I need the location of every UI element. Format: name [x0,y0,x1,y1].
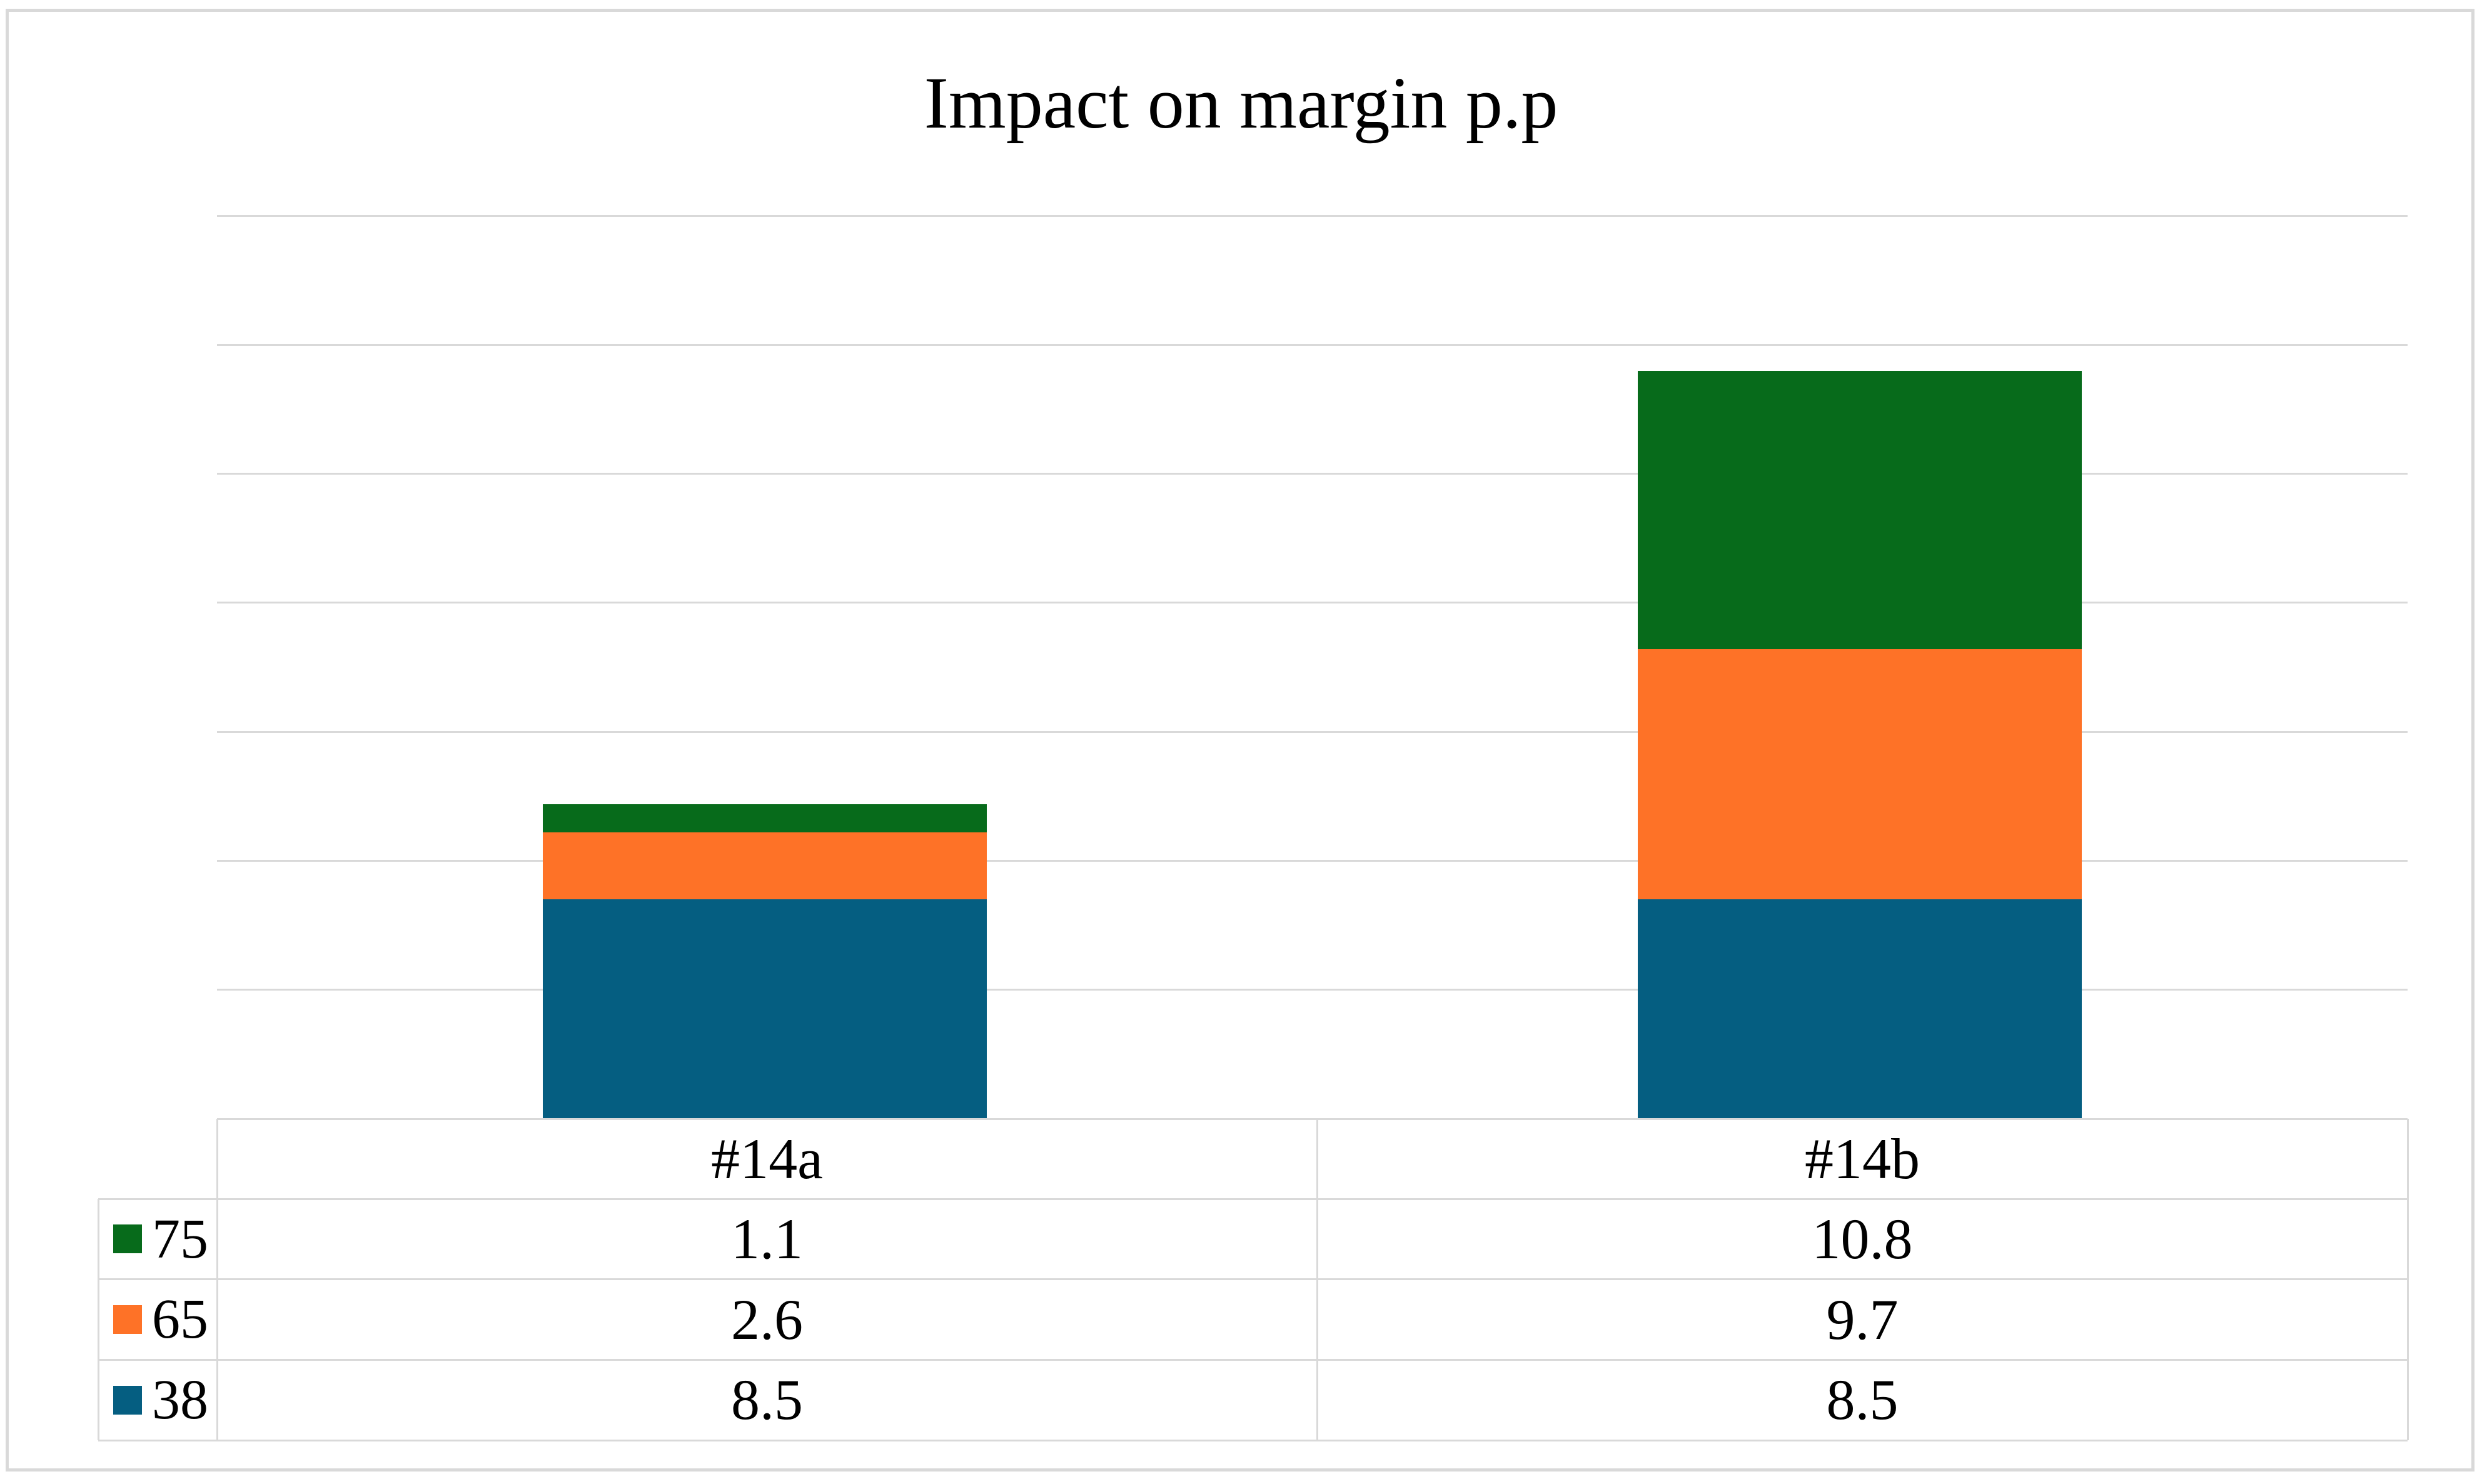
bar-segment-14a-series-38 [542,899,987,1119]
table-legend-divider [216,1119,218,1440]
table-left-border [97,1199,99,1440]
table-row-border-0 [98,1198,2408,1200]
legend-label-65: 65 [152,1288,208,1351]
table-value-14b-series-38: 8.5 [1826,1368,1899,1432]
legend-key-65-swatch [113,1305,142,1334]
table-right-border [2406,1119,2409,1440]
table-row-border-3 [98,1439,2408,1441]
legend-row-75: 75 [98,1199,217,1280]
legend-key-38-swatch [113,1385,142,1415]
table-header-14a: #14a [711,1127,823,1191]
bar-segment-14a-series-65 [542,832,987,900]
bar-segment-14a-series-75 [542,804,987,833]
table-value-14a-series-75: 1.1 [731,1207,803,1271]
table-value-14a-series-38: 8.5 [731,1368,803,1432]
table-header-14b: #14b [1805,1127,1920,1191]
legend-key-75-swatch [113,1224,142,1254]
bar-segment-14b-series-75 [1638,370,2082,650]
table-value-14b-series-65: 9.7 [1826,1287,1899,1351]
bar-segment-14b-series-65 [1638,649,2082,900]
gridline-y20 [217,602,2408,604]
gridline-y5 [217,989,2408,991]
gridline-y10 [217,859,2408,862]
table-top-border [217,1118,2408,1120]
legend-row-38: 38 [98,1360,217,1440]
legend-row-65: 65 [98,1280,217,1360]
legend-label-38: 38 [152,1369,208,1431]
bar-segment-14b-series-38 [1638,899,2082,1119]
chart-title: Impact on margin p.p [924,62,1558,144]
table-row-border-1 [98,1278,2408,1281]
table-value-14b-series-75: 10.8 [1812,1207,1913,1271]
gridline-y15 [217,730,2408,733]
gridline-y30 [217,343,2408,346]
table-column-divider [1316,1119,1318,1440]
table-row-border-2 [98,1358,2408,1361]
legend-label-75: 75 [152,1208,208,1270]
gridline-y25 [217,473,2408,475]
gridline-y35 [217,215,2408,217]
table-value-14a-series-65: 2.6 [731,1287,803,1351]
